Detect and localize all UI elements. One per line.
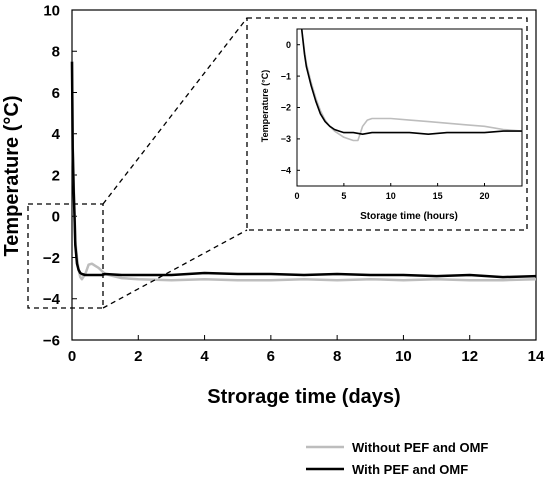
main-x-tick-label: 12 <box>461 348 478 365</box>
main-y-tick-label: −2 <box>43 250 60 267</box>
main-x-axis-title: Strorage time (days) <box>207 386 400 408</box>
main-y-tick-label: 8 <box>52 44 60 61</box>
inset-y-tick-label: 0 <box>286 40 291 50</box>
zoom-connector-bottom <box>102 229 248 309</box>
inset-x-tick-label: 5 <box>341 191 346 201</box>
inset-series-line-with-pef-omf <box>300 28 522 135</box>
main-y-ticks: 10 8 6 4 2 0 −2 −4 −6 <box>43 2 77 349</box>
main-y-tick-label: 2 <box>52 167 60 184</box>
inset-x-tick-label: 15 <box>433 191 443 201</box>
inset-y-axis-title: Temperature (°C) <box>260 70 270 142</box>
inset-plot: 0 −1 −2 −3 −4 0 5 10 15 20 Temperature (°C) Stor… <box>246 17 528 231</box>
legend-label-with: With PEF and OMF <box>352 462 468 477</box>
main-y-axis-title: Temperature (°C) <box>1 96 23 257</box>
inset-x-tick-label: 20 <box>479 191 489 201</box>
main-x-tick-label: 8 <box>333 348 341 365</box>
main-y-tick-label: −4 <box>43 291 61 308</box>
inset-series <box>300 28 523 142</box>
main-x-tick-label: 0 <box>68 348 76 365</box>
zoom-region-box <box>27 203 104 309</box>
main-y-tick-label: 4 <box>52 126 61 143</box>
main-x-tick-label: 10 <box>395 348 412 365</box>
inset-frame <box>246 17 528 231</box>
inset-y-ticks: 0 −1 −2 −3 −4 <box>281 40 300 176</box>
inset-x-axis-title: Storage time (hours) <box>360 211 458 222</box>
main-y-tick-label: 0 <box>52 209 60 226</box>
main-x-tick-label: 2 <box>134 348 142 365</box>
inset-x-tick-label: 0 <box>294 191 299 201</box>
main-y-tick-label: 6 <box>52 85 60 102</box>
legend-label-without: Without PEF and OMF <box>352 440 488 455</box>
inset-x-ticks: 0 5 10 15 20 <box>294 183 490 201</box>
inset-y-tick-label: −1 <box>281 71 291 81</box>
main-x-tick-label: 4 <box>200 348 209 365</box>
main-y-tick-label: 10 <box>43 2 60 19</box>
main-x-tick-label: 14 <box>528 348 545 365</box>
zoom-indicator <box>27 17 248 309</box>
inset-y-tick-label: −3 <box>281 134 291 144</box>
inset-series-line-without-pef-omf <box>300 28 523 142</box>
inset-y-tick-label: −4 <box>281 166 291 176</box>
main-x-tick-label: 6 <box>267 348 275 365</box>
main-y-tick-label: −6 <box>43 332 60 349</box>
inset-y-tick-label: −2 <box>281 103 291 113</box>
main-x-ticks: 0 2 4 6 8 10 12 14 <box>68 335 545 365</box>
zoom-connector-top <box>102 17 248 205</box>
legend: Without PEF and OMF With PEF and OMF <box>306 440 488 477</box>
inset-x-tick-label: 10 <box>386 191 396 201</box>
